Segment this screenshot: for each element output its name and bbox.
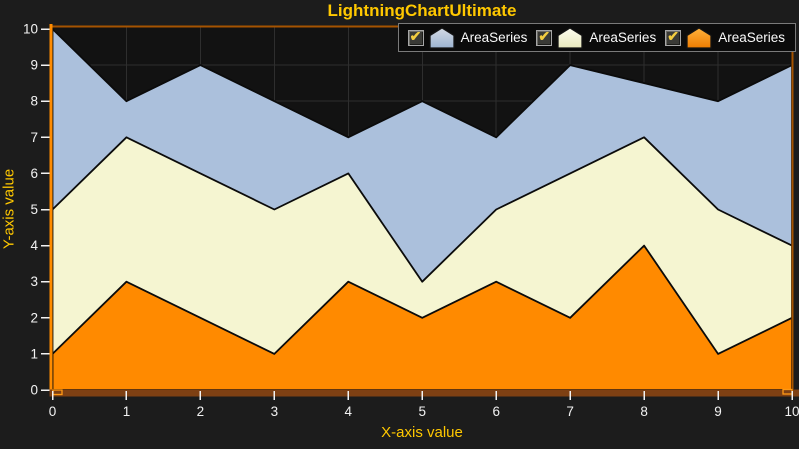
x-axis-tick-label: 6 [492, 404, 500, 419]
y-axis-tick-label: 2 [30, 310, 38, 325]
x-axis-tick-label: 10 [784, 404, 799, 419]
y-axis-tick [41, 136, 50, 139]
check-icon: ✔ [538, 27, 551, 44]
legend-item-label: AreaSeries [460, 30, 528, 45]
x-axis-tick [569, 391, 571, 400]
x-axis-tick [199, 391, 202, 400]
y-axis-tick [41, 353, 50, 355]
x-axis-line[interactable] [49, 389, 799, 397]
x-axis-tick [421, 391, 423, 400]
legend-item[interactable]: ✔ AreaSeries [407, 26, 528, 49]
y-axis-tick-label: 4 [30, 238, 38, 253]
x-axis-tick [125, 391, 128, 400]
legend-item[interactable]: ✔ AreaSeries [665, 26, 785, 49]
plot-border-right [791, 25, 794, 390]
y-axis-tick [41, 100, 50, 102]
legend[interactable]: ✔ AreaSeries ✔ AreaSeries ✔ AreaSeries [397, 23, 796, 52]
y-axis-tick [41, 317, 50, 319]
x-axis-tick [717, 391, 719, 400]
x-axis-tick-label: 4 [345, 404, 353, 419]
y-axis-tick-label: 1 [30, 346, 38, 361]
y-axis-tick [41, 244, 50, 247]
y-axis-title: Y-axis value [0, 168, 18, 250]
legend-item-label: AreaSeries [589, 30, 657, 45]
y-axis-tick-label: 0 [30, 383, 38, 398]
y-axis-tick-label: 5 [30, 202, 38, 217]
area-series-icon [686, 26, 712, 49]
x-axis-tick [51, 391, 54, 400]
y-axis-tick [41, 172, 50, 175]
chart-title: LightningChartUltimate [327, 1, 517, 20]
x-axis-tick [791, 391, 793, 400]
legend-item-label: AreaSeries [718, 30, 785, 45]
y-axis-tick [41, 389, 50, 391]
y-axis-tick-label: 10 [23, 22, 38, 37]
x-axis-tick-label: 8 [640, 404, 648, 419]
x-axis-tick-label: 7 [566, 404, 574, 419]
y-axis-tick [41, 28, 50, 30]
x-axis-tick-label: 3 [271, 404, 279, 419]
y-axis-line[interactable] [49, 24, 53, 390]
legend-checkbox[interactable]: ✔ [665, 27, 682, 46]
y-axis-tick-label: 7 [30, 130, 38, 145]
x-axis-tick-label: 9 [714, 404, 722, 419]
y-axis-tick-label: 9 [30, 58, 38, 73]
x-axis-tick [347, 391, 350, 400]
x-axis-tick-label: 5 [418, 404, 426, 419]
area-series-icon [428, 26, 455, 49]
legend-checkbox[interactable]: ✔ [407, 27, 424, 46]
x-axis-tick [643, 391, 645, 400]
x-axis-tick [273, 391, 276, 400]
y-axis-tick [41, 280, 50, 283]
x-axis-tick-label: 0 [49, 404, 57, 419]
x-axis-tick-label: 2 [197, 404, 205, 419]
x-axis-title: X-axis value [381, 424, 463, 441]
y-axis-tick-label: 3 [30, 274, 38, 289]
check-icon: ✔ [409, 27, 422, 44]
area-series-icon [557, 26, 584, 49]
y-axis-tick [41, 64, 50, 66]
legend-checkbox[interactable]: ✔ [536, 27, 553, 46]
y-axis-tick-label: 8 [30, 94, 38, 109]
x-axis-tick [495, 391, 497, 400]
legend-item[interactable]: ✔ AreaSeries [536, 26, 657, 49]
x-axis-tick-label: 1 [123, 404, 131, 419]
check-icon: ✔ [667, 27, 679, 44]
y-axis-tick-label: 6 [30, 166, 38, 181]
y-axis-tick [41, 208, 50, 211]
